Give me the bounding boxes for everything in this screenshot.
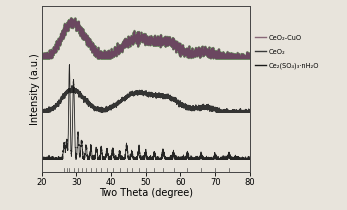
Legend: CeO₂-CuO, CeO₂, Ce₂(SO₄)₃·nH₂O: CeO₂-CuO, CeO₂, Ce₂(SO₄)₃·nH₂O [255,34,319,69]
X-axis label: Two Theta (degree): Two Theta (degree) [99,188,193,198]
Y-axis label: Intensity (a.u.): Intensity (a.u.) [30,53,40,125]
